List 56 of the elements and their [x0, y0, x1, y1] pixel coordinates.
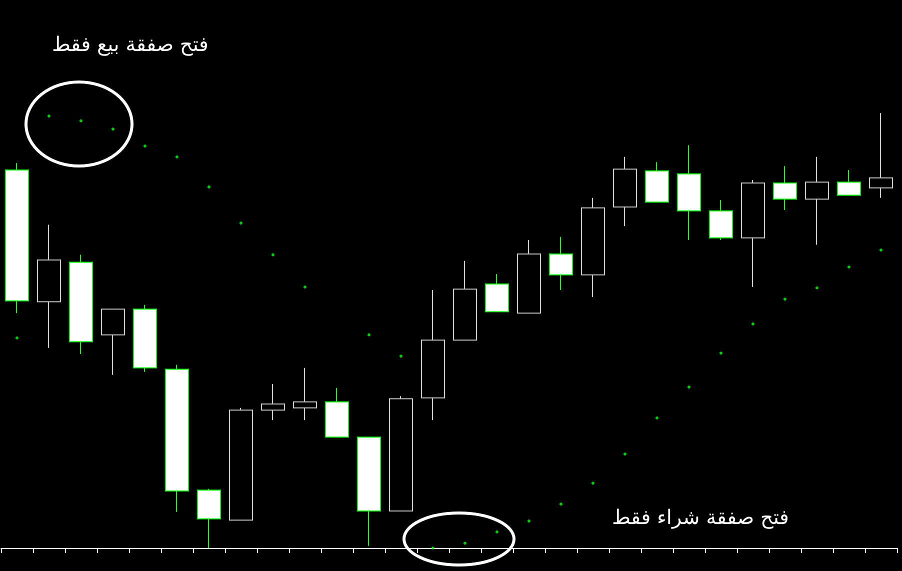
point — [624, 452, 626, 456]
point — [176, 155, 178, 158]
point — [880, 248, 882, 252]
candlestick — [869, 112, 893, 198]
point — [400, 354, 402, 358]
candlestick — [325, 387, 349, 438]
candlestick — [613, 156, 637, 227]
point — [144, 144, 146, 148]
point — [208, 185, 210, 188]
candlestick — [453, 260, 477, 341]
point — [240, 222, 242, 225]
candlestick — [741, 179, 765, 288]
point — [592, 482, 594, 485]
candlestick — [773, 166, 797, 211]
point — [80, 119, 82, 122]
point — [720, 352, 722, 355]
candlestick — [293, 367, 317, 421]
point — [688, 386, 690, 389]
candlestick — [133, 304, 157, 372]
point — [272, 253, 274, 256]
candlestick — [261, 384, 285, 421]
candlestick — [549, 236, 573, 291]
point — [816, 286, 818, 290]
point — [368, 333, 370, 336]
candlestick — [709, 200, 733, 241]
point — [752, 322, 754, 326]
point — [656, 416, 658, 420]
point — [528, 520, 530, 523]
candlestick — [517, 240, 541, 314]
point — [784, 298, 786, 301]
annotation: فتح صفقة شراء فقط — [612, 505, 789, 529]
point — [560, 502, 562, 506]
candlestick — [69, 254, 93, 354]
candlestick — [837, 169, 861, 196]
point — [848, 265, 850, 268]
point — [464, 542, 466, 545]
candlestick — [5, 162, 29, 314]
point — [112, 128, 114, 131]
point — [16, 336, 18, 340]
point — [432, 546, 434, 550]
candlestick — [485, 273, 509, 312]
candlestick — [645, 162, 669, 203]
point — [304, 286, 306, 288]
candlestick — [229, 407, 253, 521]
candlestick — [101, 308, 125, 376]
candlestick — [165, 364, 189, 512]
point — [496, 530, 498, 534]
candlestick — [421, 290, 445, 421]
candlestick — [37, 224, 61, 348]
text: فتح صفقة بيع فقط — [52, 32, 208, 56]
candlestick — [677, 144, 701, 241]
candlestick — [389, 396, 413, 512]
candlestick — [805, 156, 829, 246]
candlestick — [581, 197, 605, 298]
candlestick — [357, 436, 381, 546]
point — [48, 114, 50, 118]
